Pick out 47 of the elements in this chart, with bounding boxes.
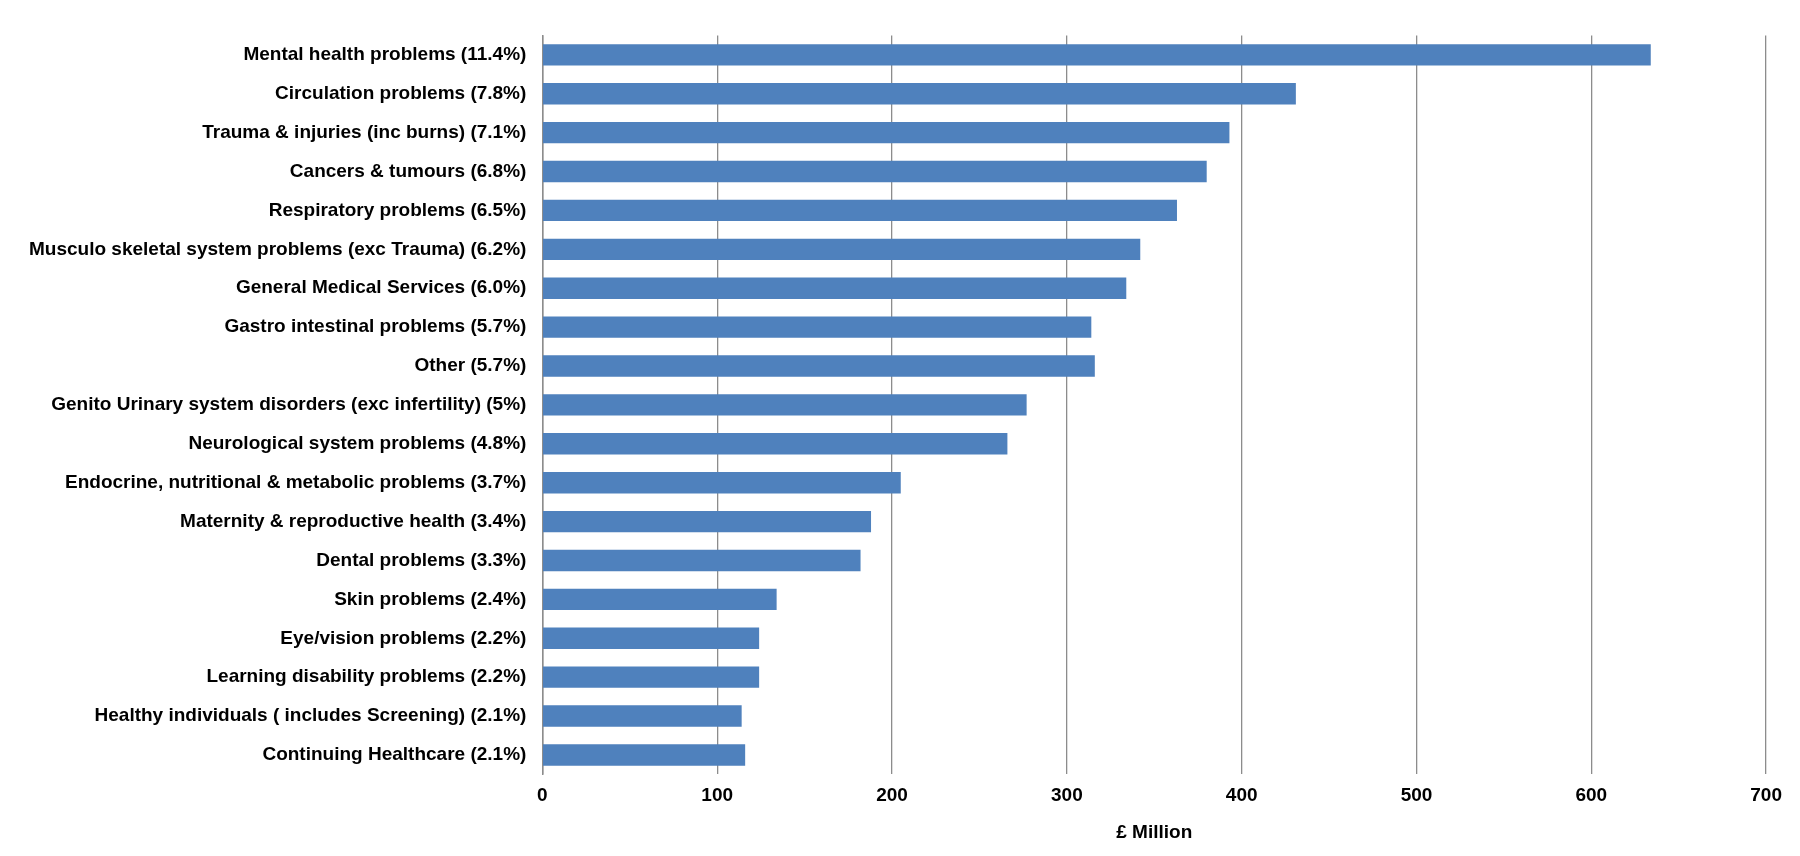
- x-tick-label: 0: [537, 784, 548, 806]
- bar: [543, 433, 1008, 455]
- y-tick-label: Respiratory problems (6.5%): [268, 198, 527, 220]
- y-tick-label: Other (5.7%): [414, 354, 527, 376]
- y-tick-label: Continuing Healthcare (2.1%): [262, 743, 527, 765]
- bar: [543, 471, 901, 494]
- bar: [543, 394, 1027, 416]
- y-tick-label: Mental health problems (11.4%): [243, 43, 527, 65]
- bar: [543, 627, 760, 649]
- y-tick-label: Cancers & tumours (6.8%): [289, 159, 527, 181]
- bar: [543, 355, 1095, 377]
- bar: [543, 160, 1207, 183]
- bar: [543, 549, 861, 572]
- y-tick-label: Gastro intestinal problems (5.7%): [224, 315, 527, 337]
- x-tick-label: 100: [701, 784, 734, 806]
- y-tick-label: Eye/vision problems (2.2%): [280, 626, 527, 648]
- bar: [543, 510, 872, 533]
- bar: [543, 44, 1651, 66]
- y-tick-label: Healthy individuals ( includes Screening) (2.1%): [94, 704, 527, 726]
- bar: [543, 199, 1177, 222]
- x-tick-label: 500: [1400, 784, 1433, 806]
- x-tick-label: 600: [1575, 784, 1608, 806]
- y-tick-label: Endocrine, nutritional & metabolic problems (3.7%): [65, 470, 527, 492]
- bar: [543, 705, 742, 727]
- x-axis-title: £ Million: [1116, 820, 1193, 842]
- y-tick-label: Genito Urinary system disorders (exc infertility) (5%): [51, 393, 527, 415]
- bar: [543, 83, 1296, 105]
- bar: [543, 316, 1092, 338]
- y-tick-label: Learning disability problems (2.2%): [206, 665, 527, 687]
- y-tick-label: Circulation problems (7.8%): [275, 81, 527, 103]
- y-tick-label: Dental problems (3.3%): [316, 548, 527, 570]
- y-tick-label: General Medical Services (6.0%): [235, 276, 527, 298]
- x-tick-label: 200: [876, 784, 908, 806]
- x-tick-label: 400: [1225, 784, 1258, 806]
- bar: [543, 238, 1141, 261]
- bar: [543, 666, 760, 688]
- bar: [543, 277, 1127, 299]
- bar: [543, 744, 746, 766]
- bar: [543, 121, 1230, 144]
- y-tick-label: Trauma & injuries (inc burns) (7.1%): [202, 120, 527, 142]
- y-tick-label: Maternity & reproductive health (3.4%): [180, 509, 527, 531]
- x-tick-label: 700: [1750, 784, 1782, 806]
- y-tick-label: Skin problems (2.4%): [334, 587, 527, 609]
- y-tick-label: Neurological system problems (4.8%): [188, 432, 527, 454]
- y-tick-label: Musculo skeletal system problems (exc Trauma) (6.2%): [29, 237, 527, 259]
- x-tick-label: 300: [1050, 784, 1083, 806]
- bar: [543, 588, 777, 611]
